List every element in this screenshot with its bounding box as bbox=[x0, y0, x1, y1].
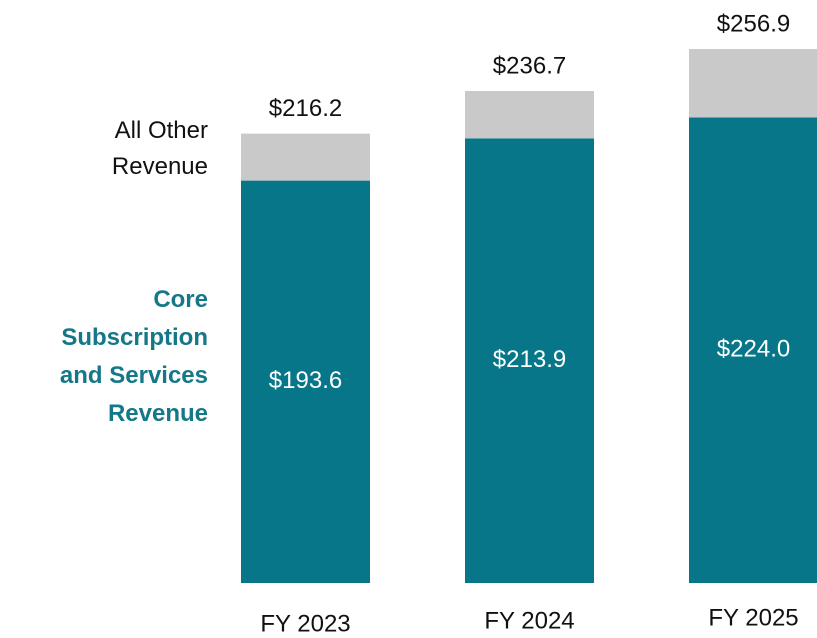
legend-label: All Other Revenue bbox=[111, 117, 208, 180]
bar-segment bbox=[689, 117, 817, 584]
value-label: $193.6 bbox=[269, 367, 342, 394]
x-tick-label: FY 2023 bbox=[260, 610, 350, 637]
x-tick-label: FY 2024 bbox=[484, 607, 574, 634]
x-tick-label: FY 2025 bbox=[708, 604, 798, 631]
value-label: $213.9 bbox=[493, 346, 566, 373]
bar-segment bbox=[465, 138, 594, 584]
total-label: $256.9 bbox=[717, 10, 790, 37]
total-label: $216.2 bbox=[269, 95, 342, 122]
bar-segment bbox=[241, 180, 370, 584]
total-label: $236.7 bbox=[493, 52, 566, 79]
bar-segment bbox=[689, 49, 817, 118]
value-label: $224.0 bbox=[717, 336, 790, 363]
bar-segment bbox=[241, 133, 370, 181]
legend-label: Core Subscription and Services Revenue bbox=[59, 286, 208, 427]
bar-segment bbox=[465, 91, 594, 139]
